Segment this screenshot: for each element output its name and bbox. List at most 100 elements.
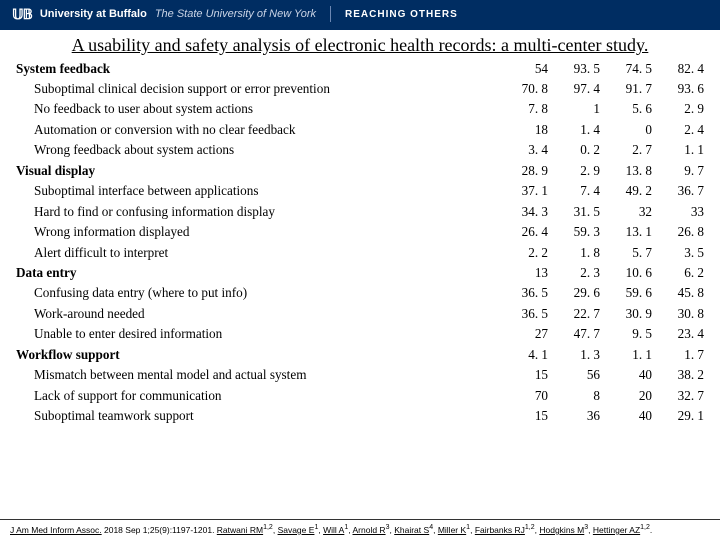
data-table: System feedback5493. 574. 582. 4Suboptim… bbox=[14, 59, 706, 427]
table-row: System feedback5493. 574. 582. 4 bbox=[14, 59, 706, 79]
data-cell: 82. 4 bbox=[654, 59, 706, 79]
data-cell: 70 bbox=[498, 386, 550, 406]
subcategory-label: Automation or conversion with no clear f… bbox=[14, 120, 498, 140]
author-affil: 1,2 bbox=[640, 524, 650, 531]
data-cell: 15 bbox=[498, 365, 550, 385]
journal-name: J Am Med Inform Assoc. bbox=[10, 525, 102, 535]
data-cell: 59. 3 bbox=[550, 222, 602, 242]
data-cell: 2. 9 bbox=[550, 161, 602, 181]
table-row: Workflow support4. 11. 31. 11. 7 bbox=[14, 345, 706, 365]
category-label: System feedback bbox=[14, 59, 498, 79]
data-cell: 1. 7 bbox=[654, 345, 706, 365]
table-row: Suboptimal interface between application… bbox=[14, 181, 706, 201]
table-row: Suboptimal teamwork support15364029. 1 bbox=[14, 406, 706, 426]
subcategory-label: Suboptimal clinical decision support or … bbox=[14, 79, 498, 99]
data-cell: 32. 7 bbox=[654, 386, 706, 406]
data-cell: 28. 9 bbox=[498, 161, 550, 181]
author-affil: 1 bbox=[466, 524, 470, 531]
data-cell: 4. 1 bbox=[498, 345, 550, 365]
data-cell: 37. 1 bbox=[498, 181, 550, 201]
data-cell: 2. 2 bbox=[498, 243, 550, 263]
subcategory-label: Lack of support for communication bbox=[14, 386, 498, 406]
university-name: University at Buffalo bbox=[40, 8, 147, 20]
table-row: Confusing data entry (where to put info)… bbox=[14, 283, 706, 303]
data-cell: 0. 2 bbox=[550, 140, 602, 160]
data-cell: 38. 2 bbox=[654, 365, 706, 385]
category-label: Workflow support bbox=[14, 345, 498, 365]
data-cell: 36. 7 bbox=[654, 181, 706, 201]
data-cell: 97. 4 bbox=[550, 79, 602, 99]
table-row: Lack of support for communication7082032… bbox=[14, 386, 706, 406]
data-cell: 2. 3 bbox=[550, 263, 602, 283]
table-region: System feedback5493. 574. 582. 4Suboptim… bbox=[0, 59, 720, 520]
author: Savage E bbox=[278, 525, 315, 535]
subcategory-label: Wrong information displayed bbox=[14, 222, 498, 242]
data-cell: 56 bbox=[550, 365, 602, 385]
data-cell: 29. 6 bbox=[550, 283, 602, 303]
data-cell: 1. 1 bbox=[654, 140, 706, 160]
table-row: Mismatch between mental model and actual… bbox=[14, 365, 706, 385]
data-cell: 7. 4 bbox=[550, 181, 602, 201]
data-cell: 3. 5 bbox=[654, 243, 706, 263]
data-cell: 1. 4 bbox=[550, 120, 602, 140]
authors-list: Ratwani RM1,2, Savage E1, Will A1, Arnol… bbox=[217, 525, 652, 535]
data-cell: 91. 7 bbox=[602, 79, 654, 99]
subcategory-label: Alert difficult to interpret bbox=[14, 243, 498, 263]
data-cell: 32 bbox=[602, 202, 654, 222]
data-cell: 45. 8 bbox=[654, 283, 706, 303]
data-cell: 13. 8 bbox=[602, 161, 654, 181]
table-row: No feedback to user about system actions… bbox=[14, 99, 706, 119]
data-cell: 3. 4 bbox=[498, 140, 550, 160]
branding-header: 𝕌𝔹 University at Buffalo The State Unive… bbox=[0, 0, 720, 30]
data-cell: 0 bbox=[602, 120, 654, 140]
author: Miller K bbox=[438, 525, 466, 535]
subcategory-label: Wrong feedback about system actions bbox=[14, 140, 498, 160]
author: Khairat S bbox=[394, 525, 429, 535]
data-cell: 2. 4 bbox=[654, 120, 706, 140]
data-cell: 2. 9 bbox=[654, 99, 706, 119]
subcategory-label: Confusing data entry (where to put info) bbox=[14, 283, 498, 303]
data-cell: 7. 8 bbox=[498, 99, 550, 119]
data-cell: 18 bbox=[498, 120, 550, 140]
subcategory-label: Suboptimal interface between application… bbox=[14, 181, 498, 201]
ub-logo: 𝕌𝔹 bbox=[12, 6, 32, 23]
subcategory-label: No feedback to user about system actions bbox=[14, 99, 498, 119]
author: Will A bbox=[323, 525, 344, 535]
data-cell: 6. 2 bbox=[654, 263, 706, 283]
data-cell: 36. 5 bbox=[498, 304, 550, 324]
data-cell: 26. 8 bbox=[654, 222, 706, 242]
data-cell: 93. 6 bbox=[654, 79, 706, 99]
data-cell: 9. 5 bbox=[602, 324, 654, 344]
table-row: Visual display28. 92. 913. 89. 7 bbox=[14, 161, 706, 181]
table-row: Hard to find or confusing information di… bbox=[14, 202, 706, 222]
system-name: The State University of New York bbox=[155, 8, 316, 20]
data-cell: 5. 6 bbox=[602, 99, 654, 119]
subcategory-label: Hard to find or confusing information di… bbox=[14, 202, 498, 222]
subcategory-label: Suboptimal teamwork support bbox=[14, 406, 498, 426]
table-row: Suboptimal clinical decision support or … bbox=[14, 79, 706, 99]
citation-footer: J Am Med Inform Assoc. 2018 Sep 1;25(9):… bbox=[0, 519, 720, 540]
table-row: Work-around needed36. 522. 730. 930. 8 bbox=[14, 304, 706, 324]
data-cell: 30. 9 bbox=[602, 304, 654, 324]
data-cell: 74. 5 bbox=[602, 59, 654, 79]
author-affil: 1 bbox=[314, 524, 318, 531]
data-cell: 10. 6 bbox=[602, 263, 654, 283]
data-cell: 1. 1 bbox=[602, 345, 654, 365]
data-cell: 15 bbox=[498, 406, 550, 426]
data-cell: 1. 8 bbox=[550, 243, 602, 263]
data-cell: 36 bbox=[550, 406, 602, 426]
subcategory-label: Work-around needed bbox=[14, 304, 498, 324]
author-affil: 1 bbox=[344, 524, 348, 531]
category-label: Data entry bbox=[14, 263, 498, 283]
page-title: A usability and safety analysis of elect… bbox=[0, 30, 720, 59]
author: Hodgkins M bbox=[539, 525, 584, 535]
author-affil: 1,2 bbox=[525, 524, 535, 531]
table-row: Data entry132. 310. 66. 2 bbox=[14, 263, 706, 283]
data-cell: 40 bbox=[602, 406, 654, 426]
header-divider bbox=[330, 6, 331, 22]
data-cell: 5. 7 bbox=[602, 243, 654, 263]
author: Fairbanks RJ bbox=[475, 525, 525, 535]
category-label: Visual display bbox=[14, 161, 498, 181]
table-row: Automation or conversion with no clear f… bbox=[14, 120, 706, 140]
data-cell: 31. 5 bbox=[550, 202, 602, 222]
